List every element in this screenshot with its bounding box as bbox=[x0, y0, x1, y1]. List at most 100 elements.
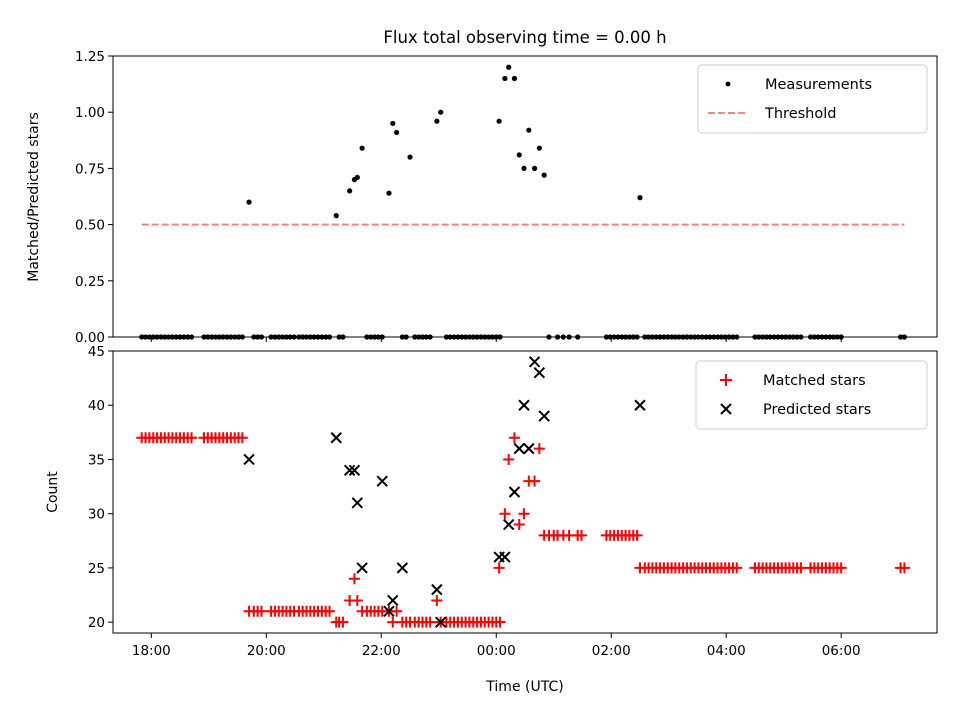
predicted-point bbox=[356, 562, 368, 574]
predicted-point bbox=[348, 464, 361, 477]
series-predicted-stars bbox=[243, 356, 646, 628]
y-tick-label: 1.00 bbox=[75, 105, 105, 121]
measurement-point bbox=[434, 118, 440, 124]
matched-point bbox=[533, 443, 545, 455]
predicted-point bbox=[431, 583, 443, 596]
x-tick-label: 22:00 bbox=[362, 643, 401, 659]
measurement-point bbox=[502, 75, 508, 82]
measurement-point bbox=[506, 64, 512, 70]
series-matched-stars bbox=[136, 432, 910, 628]
x-tick-label: 20:00 bbox=[247, 643, 286, 659]
y-tick-label: 0.00 bbox=[75, 330, 105, 346]
legend-threshold-label: Threshold bbox=[764, 106, 836, 122]
matched-point bbox=[508, 432, 520, 444]
measurement-point bbox=[386, 190, 392, 196]
predicted-point bbox=[503, 518, 515, 531]
predicted-point bbox=[533, 366, 546, 379]
y-tick-label: 0.25 bbox=[75, 274, 105, 290]
predicted-point bbox=[243, 453, 255, 466]
matched-point bbox=[186, 432, 198, 444]
legend-predicted-label: Predicted stars bbox=[763, 402, 871, 418]
measurement-point bbox=[541, 172, 547, 178]
predicted-point bbox=[538, 410, 550, 422]
legend-measurements-label: Measurements bbox=[765, 77, 872, 93]
bottom-panel-frame bbox=[112, 350, 938, 634]
predicted-point bbox=[383, 605, 395, 618]
matched-point bbox=[576, 529, 588, 541]
matched-point bbox=[387, 616, 399, 628]
x-tick-label: 06:00 bbox=[822, 643, 861, 659]
legend-measurements-marker bbox=[725, 81, 731, 87]
predicted-point bbox=[376, 475, 388, 487]
top-panel: Flux total observing time = 0.00 h 0.00 0… bbox=[26, 28, 938, 346]
bottom-panel-plot-area bbox=[136, 356, 910, 628]
measurement-point bbox=[531, 165, 538, 171]
x-tick-label: 18:00 bbox=[132, 643, 171, 659]
matched-point bbox=[337, 616, 349, 628]
matched-point bbox=[424, 616, 436, 628]
bottom-legend-box bbox=[695, 360, 928, 430]
predicted-point bbox=[508, 486, 521, 498]
x-tick-label: 02:00 bbox=[592, 643, 631, 659]
measurement-point bbox=[246, 199, 252, 205]
matched-point bbox=[795, 562, 807, 574]
matched-point bbox=[494, 616, 506, 628]
predicted-point bbox=[499, 551, 511, 563]
x-axis-label: Time (UTC) bbox=[485, 679, 563, 695]
bottom-panel-ticks: 20 25 30 35 40 45 18:00 20:00 22:00 00:00 02:00 04:… bbox=[88, 344, 861, 659]
measurement-point bbox=[438, 109, 444, 115]
measurement-point bbox=[333, 213, 339, 219]
predicted-point bbox=[513, 442, 525, 455]
y-tick-label: 0.50 bbox=[75, 218, 105, 234]
matched-point bbox=[898, 562, 910, 574]
predicted-point bbox=[330, 432, 342, 444]
measurement-point bbox=[354, 174, 360, 180]
y-tick-label: 35 bbox=[88, 452, 105, 468]
y-tick-label: 1.25 bbox=[75, 49, 105, 65]
bottom-y-axis-label: Count bbox=[45, 471, 61, 513]
measurement-point bbox=[394, 129, 400, 136]
predicted-point bbox=[387, 594, 399, 607]
matched-point bbox=[513, 519, 525, 531]
matched-point bbox=[351, 594, 363, 606]
matched-point bbox=[348, 573, 360, 585]
top-y-axis-label: Matched/Predicted stars bbox=[26, 112, 42, 282]
measurement-point bbox=[511, 75, 518, 82]
measurement-point bbox=[347, 188, 353, 194]
measurement-point bbox=[526, 127, 532, 133]
predicted-point bbox=[634, 399, 646, 411]
matched-point bbox=[493, 562, 505, 574]
top-panel-frame bbox=[112, 55, 938, 338]
predicted-point bbox=[351, 497, 364, 509]
matched-point bbox=[503, 453, 515, 465]
measurement-point bbox=[496, 118, 502, 124]
y-tick-label: 25 bbox=[88, 561, 105, 577]
measurement-point bbox=[359, 145, 365, 151]
bottom-legend: Matched stars Predicted stars bbox=[695, 360, 928, 430]
matched-point bbox=[324, 605, 336, 617]
matched-point bbox=[518, 508, 530, 520]
predicted-point bbox=[523, 442, 535, 455]
measurement-point bbox=[536, 145, 542, 151]
x-tick-label: 04:00 bbox=[707, 643, 746, 659]
predicted-point bbox=[518, 399, 530, 411]
x-tick-label: 00:00 bbox=[477, 643, 516, 659]
measurement-point bbox=[516, 152, 522, 158]
legend-matched-marker bbox=[720, 374, 732, 386]
chart-title: Flux total observing time = 0.00 h bbox=[383, 28, 666, 47]
matched-point bbox=[431, 594, 443, 606]
legend-predicted-marker bbox=[720, 403, 732, 415]
measurement-point bbox=[407, 154, 413, 160]
bottom-panel: 20 25 30 35 40 45 18:00 20:00 22:00 00:00 02:00 04:… bbox=[45, 344, 938, 695]
matched-point bbox=[529, 475, 541, 487]
matched-point bbox=[236, 432, 248, 444]
matched-point bbox=[499, 508, 511, 520]
y-tick-label: 45 bbox=[88, 344, 105, 360]
predicted-point bbox=[396, 562, 409, 574]
matched-point bbox=[256, 605, 268, 617]
matched-point bbox=[835, 562, 847, 574]
matched-point bbox=[631, 529, 643, 541]
legend-matched-label: Matched stars bbox=[763, 373, 866, 389]
predicted-point bbox=[343, 464, 356, 477]
